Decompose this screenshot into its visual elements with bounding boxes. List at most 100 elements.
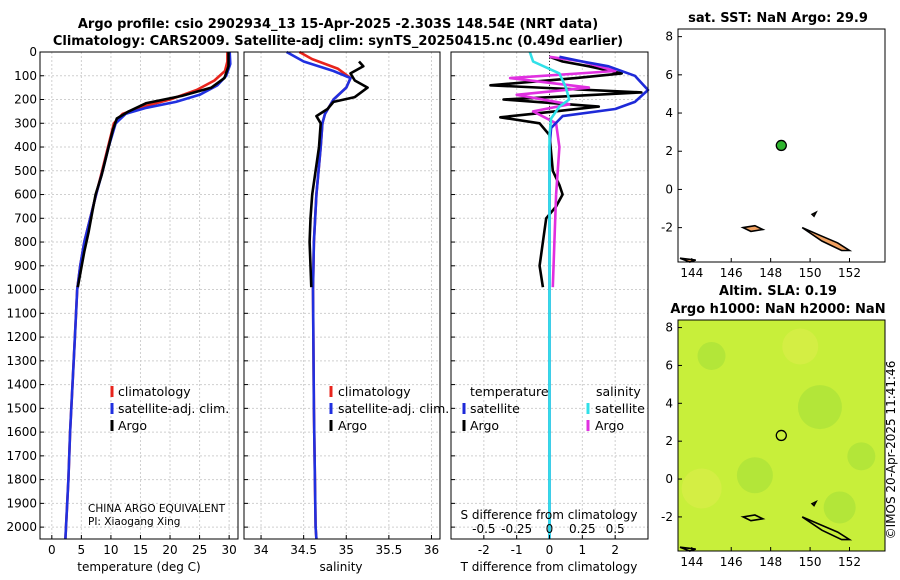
y-tick-label: 4	[665, 106, 673, 120]
series-line-argo	[308, 60, 369, 288]
legend-label-climatology: climatology	[118, 384, 191, 399]
x-tick-label: 34.5	[290, 543, 317, 557]
legend-label-temp-satellite: satellite	[470, 401, 520, 416]
coastline	[679, 546, 696, 552]
series-line-satellite-adj-clim-	[285, 50, 352, 540]
y-tick-label: 600	[14, 188, 37, 202]
profile-location-marker	[775, 139, 787, 152]
y-tick-label: 6	[665, 68, 673, 82]
panel-frame	[243, 51, 441, 540]
y-tick-label: 0	[665, 472, 673, 486]
series-line-climatology	[298, 50, 352, 540]
y-tick-label: 2000	[6, 520, 37, 534]
sla-map: 144 146 148 150 152 -2 0 2 4 6 8	[661, 319, 886, 569]
y-tick-label: 300	[14, 116, 37, 130]
s-tick-label: -0.25	[501, 522, 532, 536]
x-tick-label: 35.5	[376, 543, 403, 557]
y-tick-label: 100	[14, 69, 37, 83]
legend-header-temperature: temperature	[470, 384, 549, 399]
map-frame	[677, 319, 886, 552]
y-tick-label: 1700	[6, 449, 37, 463]
imos-watermark: ©IMOS 20-Apr-2025 11:41:46	[884, 361, 898, 540]
coastline	[801, 226, 853, 252]
y-tick-label: 4	[665, 396, 673, 410]
x-tick-label: 0	[48, 543, 56, 557]
x-tick-label: 36	[424, 543, 439, 557]
coastline	[810, 500, 818, 507]
x-tick-label: 0	[546, 543, 554, 557]
legend-header-salinity: salinity	[596, 384, 641, 399]
legend-label-satellite: satellite-adj. clim.	[118, 401, 229, 416]
s-tick-label: 0.5	[606, 522, 625, 536]
legend-label-argo: Argo	[118, 418, 147, 433]
sla-patch	[797, 385, 842, 430]
x-tick-label: -1	[511, 543, 523, 557]
x-tick-label: 35	[339, 543, 354, 557]
x-tick-label: 34	[253, 543, 268, 557]
legend-label-climatology: climatology	[338, 384, 411, 399]
series-line-salinity-argo	[508, 55, 617, 288]
x-tick-label: 20	[162, 543, 177, 557]
title-line-1: Argo profile: csio 2902934_13 15-Apr-202…	[78, 17, 598, 32]
x-tick-label: 148	[759, 555, 782, 569]
coastline	[740, 224, 766, 233]
sla-patch	[847, 442, 876, 471]
series-line-argo	[76, 52, 230, 288]
credit-line-1: CHINA ARGO EQUIVALENT	[88, 503, 226, 515]
y-tick-label: 1800	[6, 473, 37, 487]
y-tick-label: 700	[14, 211, 37, 225]
legend-label-sal-argo: Argo	[595, 418, 624, 433]
series-line-climatology	[64, 52, 229, 540]
s-tick-label: 0	[546, 522, 554, 536]
y-tick-label: 500	[14, 164, 37, 178]
x-tick-label: 146	[720, 266, 743, 280]
coastline	[810, 210, 818, 218]
title-line-2: Climatology: CARS2009. Satellite-adj cli…	[53, 34, 623, 49]
salinity-legend: climatology satellite-adj. clim. Argo	[329, 384, 449, 433]
x-tick-label: 15	[133, 543, 148, 557]
x-tick-label: 5	[78, 543, 86, 557]
sla-patch	[736, 457, 773, 494]
s-tick-label: 0.25	[569, 522, 596, 536]
x-tick-label: 148	[759, 266, 782, 280]
credit-line-2: PI: Xiaogang Xing	[88, 516, 180, 528]
y-tick-label: 8	[665, 30, 673, 44]
legend-label-temp-argo: Argo	[470, 418, 499, 433]
x-tick-label: 152	[838, 555, 861, 569]
x-tick-label: 150	[799, 266, 822, 280]
temperature-xlabel: temperature (deg C)	[77, 560, 200, 574]
y-tick-label: 800	[14, 235, 37, 249]
difference-xlabel-top: S difference from climatology	[461, 508, 638, 522]
x-tick-label: 25	[192, 543, 207, 557]
coastline	[740, 514, 766, 522]
series-line-salinity-satellite	[528, 51, 571, 539]
legend-label-argo: Argo	[338, 418, 367, 433]
y-tick-label: 200	[14, 93, 37, 107]
sla-map-title-1: Altim. SLA: 0.19	[719, 284, 837, 299]
y-tick-label: 2	[665, 144, 673, 158]
y-tick-label: 0	[29, 45, 37, 59]
profile-panel-difference: -2 -1 0 1 2 -0.5 -0.25 0 0.25 0.5	[450, 51, 650, 557]
sla-patch	[823, 491, 856, 524]
x-tick-label: 10	[103, 543, 118, 557]
sla-map-title-2: Argo h1000: NaN h2000: NaN	[670, 302, 885, 317]
difference-xlabel: T difference from climatology	[460, 560, 638, 574]
coastline	[801, 516, 853, 541]
sla-patch	[782, 328, 819, 365]
series-line-temperature-satellite	[548, 55, 650, 539]
y-tick-label: 900	[14, 259, 37, 273]
temperature-legend: climatology satellite-adj. clim. Argo	[110, 384, 229, 433]
x-tick-label: 144	[680, 266, 703, 280]
y-tick-label: 6	[665, 358, 673, 372]
x-tick-label: 146	[720, 555, 743, 569]
y-tick-label: 400	[14, 140, 37, 154]
sla-patch	[681, 468, 722, 509]
salinity-xlabel: salinity	[319, 560, 362, 574]
panel-frame	[39, 51, 239, 540]
sla-patch	[697, 341, 726, 370]
y-tick-label: 8	[665, 321, 673, 335]
map-frame	[677, 28, 886, 263]
y-tick-label: 1600	[6, 425, 37, 439]
x-tick-label: 2	[611, 543, 619, 557]
